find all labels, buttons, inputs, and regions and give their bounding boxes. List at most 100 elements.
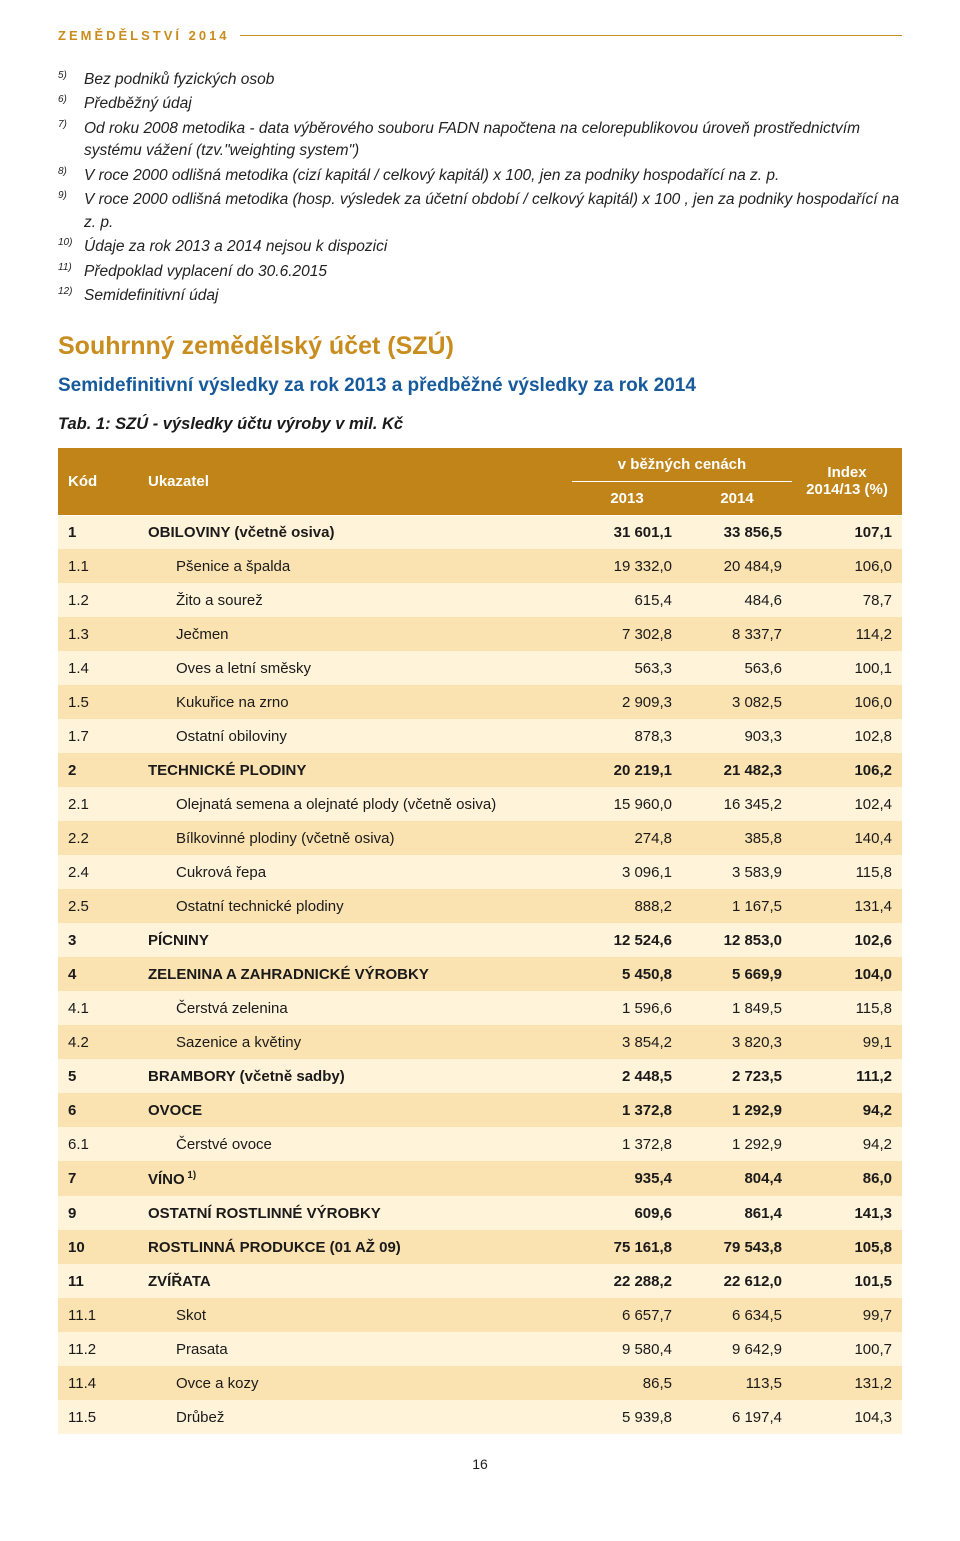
cell-index: 94,2 — [792, 1093, 902, 1127]
cell-2013: 615,4 — [572, 583, 682, 617]
footnote-marker: 5) — [58, 69, 84, 84]
cell-kod: 11.2 — [58, 1332, 138, 1366]
cell-2014: 16 345,2 — [682, 787, 792, 821]
cell-2014: 1 167,5 — [682, 889, 792, 923]
footnote-text: Údaje za rok 2013 a 2014 nejsou k dispoz… — [84, 236, 902, 258]
cell-2013: 75 161,8 — [572, 1230, 682, 1264]
cell-ukazatel: Oves a letní směsky — [138, 651, 572, 685]
cell-index: 86,0 — [792, 1161, 902, 1196]
cell-index: 100,1 — [792, 651, 902, 685]
cell-index: 115,8 — [792, 991, 902, 1025]
cell-2014: 113,5 — [682, 1366, 792, 1400]
cell-ukazatel: Ostatní obiloviny — [138, 719, 572, 753]
cell-2014: 3 583,9 — [682, 855, 792, 889]
cell-ukazatel: Skot — [138, 1298, 572, 1332]
footnote-text: V roce 2000 odlišná metodika (cizí kapit… — [84, 165, 902, 187]
cell-kod: 11.1 — [58, 1298, 138, 1332]
cell-ukazatel: OVOCE — [138, 1093, 572, 1127]
table-head: Kód Ukazatel v běžných cenách Index 2014… — [58, 448, 902, 516]
page-number: 16 — [58, 1456, 902, 1472]
cell-index: 111,2 — [792, 1059, 902, 1093]
cell-index: 100,7 — [792, 1332, 902, 1366]
footnote-row: 5)Bez podniků fyzických osob — [58, 69, 902, 91]
table-row: 1.2Žito a sourež615,4484,678,7 — [58, 583, 902, 617]
cell-index: 99,1 — [792, 1025, 902, 1059]
footnote-row: 6)Předběžný údaj — [58, 93, 902, 115]
table-row: 6.1Čerstvé ovoce1 372,81 292,994,2 — [58, 1127, 902, 1161]
cell-2013: 2 909,3 — [572, 685, 682, 719]
cell-index: 101,5 — [792, 1264, 902, 1298]
cell-kod: 2.2 — [58, 821, 138, 855]
cell-ukazatel: OBILOVINY (včetně osiva) — [138, 515, 572, 549]
results-table: Kód Ukazatel v běžných cenách Index 2014… — [58, 448, 902, 1434]
cell-index: 104,0 — [792, 957, 902, 991]
subsection-title: Semidefinitivní výsledky za rok 2013 a p… — [58, 375, 902, 397]
cell-ukazatel: Žito a sourež — [138, 583, 572, 617]
cell-index: 104,3 — [792, 1400, 902, 1434]
cell-kod: 6.1 — [58, 1127, 138, 1161]
cell-kod: 2.5 — [58, 889, 138, 923]
cell-2013: 7 302,8 — [572, 617, 682, 651]
cell-2014: 9 642,9 — [682, 1332, 792, 1366]
cell-2013: 22 288,2 — [572, 1264, 682, 1298]
cell-index: 106,0 — [792, 549, 902, 583]
cell-2013: 1 372,8 — [572, 1127, 682, 1161]
table-row: 4.2Sazenice a květiny3 854,23 820,399,1 — [58, 1025, 902, 1059]
footnote-text: Předběžný údaj — [84, 93, 902, 115]
table-row: 2.5Ostatní technické plodiny888,21 167,5… — [58, 889, 902, 923]
cell-ukazatel: Pšenice a špalda — [138, 549, 572, 583]
table-row: 2.2Bílkovinné plodiny (včetně osiva)274,… — [58, 821, 902, 855]
table-row: 5BRAMBORY (včetně sadby)2 448,52 723,511… — [58, 1059, 902, 1093]
cell-ukazatel: ROSTLINNÁ PRODUKCE (01 AŽ 09) — [138, 1230, 572, 1264]
running-head-title: ZEMĚDĚLSTVÍ 2014 — [58, 28, 230, 43]
cell-index: 107,1 — [792, 515, 902, 549]
footnote-marker: 6) — [58, 93, 84, 108]
cell-2014: 1 292,9 — [682, 1127, 792, 1161]
cell-kod: 1.3 — [58, 617, 138, 651]
cell-2013: 86,5 — [572, 1366, 682, 1400]
cell-2013: 1 596,6 — [572, 991, 682, 1025]
cell-ukazatel: Čerstvá zelenina — [138, 991, 572, 1025]
footnote-marker: 12) — [58, 285, 84, 300]
cell-ukazatel: VÍNO 1) — [138, 1161, 572, 1196]
cell-kod: 1 — [58, 515, 138, 549]
cell-kod: 11 — [58, 1264, 138, 1298]
cell-2013: 935,4 — [572, 1161, 682, 1196]
cell-index: 105,8 — [792, 1230, 902, 1264]
running-head: ZEMĚDĚLSTVÍ 2014 — [58, 28, 902, 43]
col-year-2013: 2013 — [572, 481, 682, 515]
table-row: 1OBILOVINY (včetně osiva)31 601,133 856,… — [58, 515, 902, 549]
cell-2013: 878,3 — [572, 719, 682, 753]
cell-ukazatel: PÍCNINY — [138, 923, 572, 957]
footnote-row: 12)Semidefinitivní údaj — [58, 285, 902, 307]
table-row: 11.1Skot6 657,76 634,599,7 — [58, 1298, 902, 1332]
table-row: 2.4Cukrová řepa3 096,13 583,9115,8 — [58, 855, 902, 889]
cell-kod: 4.2 — [58, 1025, 138, 1059]
cell-2013: 1 372,8 — [572, 1093, 682, 1127]
cell-2014: 563,6 — [682, 651, 792, 685]
table-body: 1OBILOVINY (včetně osiva)31 601,133 856,… — [58, 515, 902, 1434]
col-group-prices: v běžných cenách — [572, 448, 792, 482]
cell-2013: 6 657,7 — [572, 1298, 682, 1332]
cell-kod: 1.7 — [58, 719, 138, 753]
cell-kod: 2 — [58, 753, 138, 787]
cell-ukazatel: Cukrová řepa — [138, 855, 572, 889]
cell-2014: 6 634,5 — [682, 1298, 792, 1332]
cell-index: 102,4 — [792, 787, 902, 821]
cell-ukazatel: Sazenice a květiny — [138, 1025, 572, 1059]
cell-2013: 609,6 — [572, 1196, 682, 1230]
footnote-text: Předpoklad vyplacení do 30.6.2015 — [84, 261, 902, 283]
running-head-rule — [240, 35, 902, 36]
cell-ukazatel: Prasata — [138, 1332, 572, 1366]
cell-kod: 5 — [58, 1059, 138, 1093]
cell-index: 106,2 — [792, 753, 902, 787]
cell-2014: 804,4 — [682, 1161, 792, 1196]
cell-index: 99,7 — [792, 1298, 902, 1332]
col-index: Index 2014/13 (%) — [792, 448, 902, 516]
cell-2013: 3 096,1 — [572, 855, 682, 889]
cell-kod: 7 — [58, 1161, 138, 1196]
cell-2014: 33 856,5 — [682, 515, 792, 549]
table-caption: Tab. 1: SZÚ - výsledky účtu výroby v mil… — [58, 415, 902, 434]
footnote-text: V roce 2000 odlišná metodika (hosp. výsl… — [84, 189, 902, 234]
table-row: 1.5Kukuřice na zrno2 909,33 082,5106,0 — [58, 685, 902, 719]
